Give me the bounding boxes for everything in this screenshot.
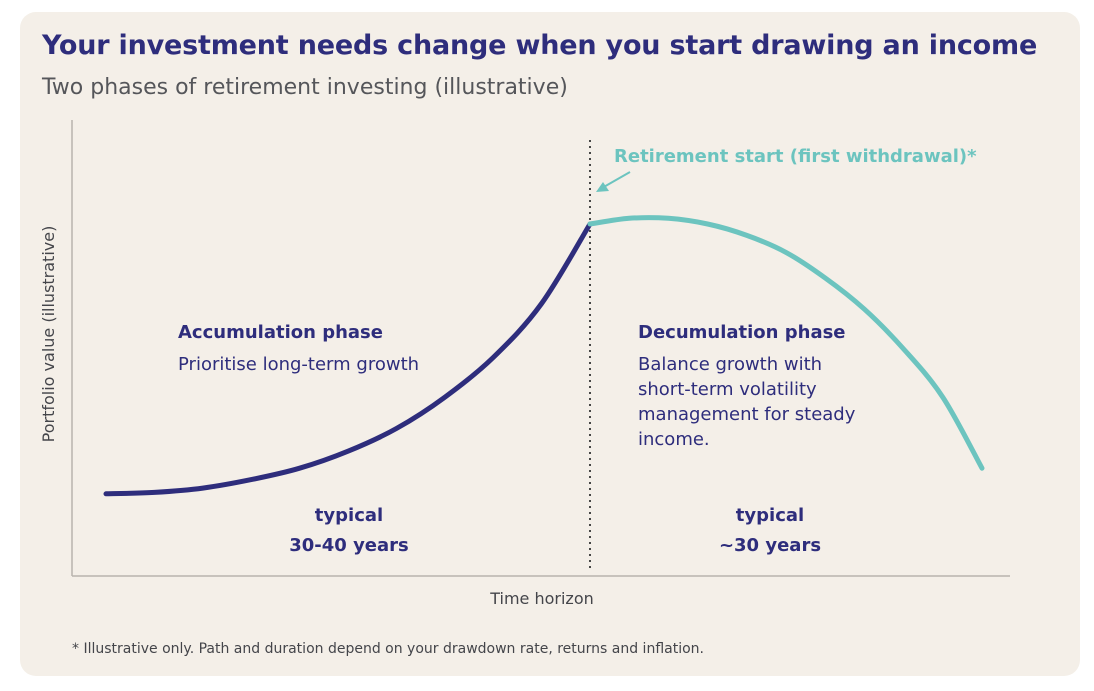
retirement-arrow: [596, 171, 631, 192]
retirement-annotation: Retirement start (first withdrawal)*: [614, 146, 977, 167]
decumulation-duration-line1: typical: [736, 505, 804, 526]
chart-subtitle: Two phases of retirement investing (illu…: [42, 75, 568, 100]
decumulation-duration-line2: ~30 years: [719, 535, 821, 556]
accumulation-duration-line2: 30-40 years: [289, 535, 409, 556]
x-axis-label: Time horizon: [489, 589, 594, 608]
accumulation-phase-description: Prioritise long-term growth: [178, 354, 419, 375]
decumulation-description-line3: management for steady: [638, 404, 856, 425]
chart-card: [20, 12, 1080, 676]
y-axis-label: Portfolio value (illustrative): [39, 226, 58, 443]
accumulation-duration-line1: typical: [315, 505, 383, 526]
decumulation-phase-title: Decumulation phase: [638, 322, 846, 343]
decumulation-description-line2: short-term volatility: [638, 379, 817, 400]
decumulation-description-line1: Balance growth with: [638, 354, 822, 375]
accumulation-line: [103, 221, 593, 497]
decumulation-description-line4: income.: [638, 429, 710, 450]
decumulation-line: [587, 215, 985, 471]
accumulation-phase-title: Accumulation phase: [178, 322, 383, 343]
footnote: * Illustrative only. Path and duration d…: [72, 641, 704, 657]
chart-title: Your investment needs change when you st…: [42, 30, 1038, 61]
